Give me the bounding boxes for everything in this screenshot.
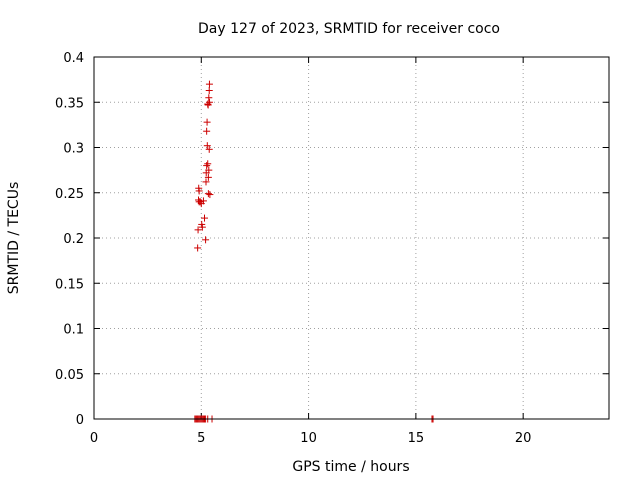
data-point [205,166,213,174]
x-tick-label: 0 [90,431,98,446]
y-tick-label: 0.25 [55,187,84,202]
y-axis-label: SRMTID / TECUs [6,182,22,295]
y-tick-label: 0.05 [55,368,84,383]
data-point [205,98,213,106]
data-point [199,197,207,205]
x-tick-label: 10 [300,431,317,446]
data-point [204,190,212,198]
data-point [204,160,212,168]
chart-title: Day 127 of 2023, SRMTID for receiver coc… [198,21,500,37]
data-point [195,196,203,204]
data-point [203,142,211,150]
data-point [194,244,202,252]
data-point [202,236,210,244]
x-tick-label: 15 [408,431,425,446]
data-point [202,178,210,186]
data-point [205,94,213,102]
y-tick-label: 0.35 [55,96,84,111]
grid [94,57,609,419]
plot-frame [93,56,610,420]
y-tick-label: 0.15 [55,277,84,292]
data-point [203,162,211,170]
data-point [205,86,213,94]
data-point [201,214,209,222]
y-tick-label: 0.4 [63,51,84,66]
x-tick-label: 20 [515,431,532,446]
ticks: 0 0.05 0.1 0.15 0.2 0.25 0.3 0.35 0.4 0 5 10 15 20 [55,51,609,446]
data-points [191,80,437,423]
x-tick-label: 5 [197,431,205,446]
data-point [198,223,206,231]
data-point [205,145,213,153]
y-tick-label: 0.3 [63,142,84,157]
data-point [203,118,211,126]
data-point [194,226,202,234]
data-point [196,198,204,206]
x-axis-label: GPS time / hours [292,459,409,475]
data-point [195,187,203,195]
y-tick-label: 0.2 [63,232,84,247]
data-point [204,173,212,181]
data-point [205,80,213,88]
data-point [203,127,211,135]
y-tick-label: 0.1 [63,323,84,338]
data-point [206,191,214,199]
y-tick-label: 0 [76,413,84,428]
